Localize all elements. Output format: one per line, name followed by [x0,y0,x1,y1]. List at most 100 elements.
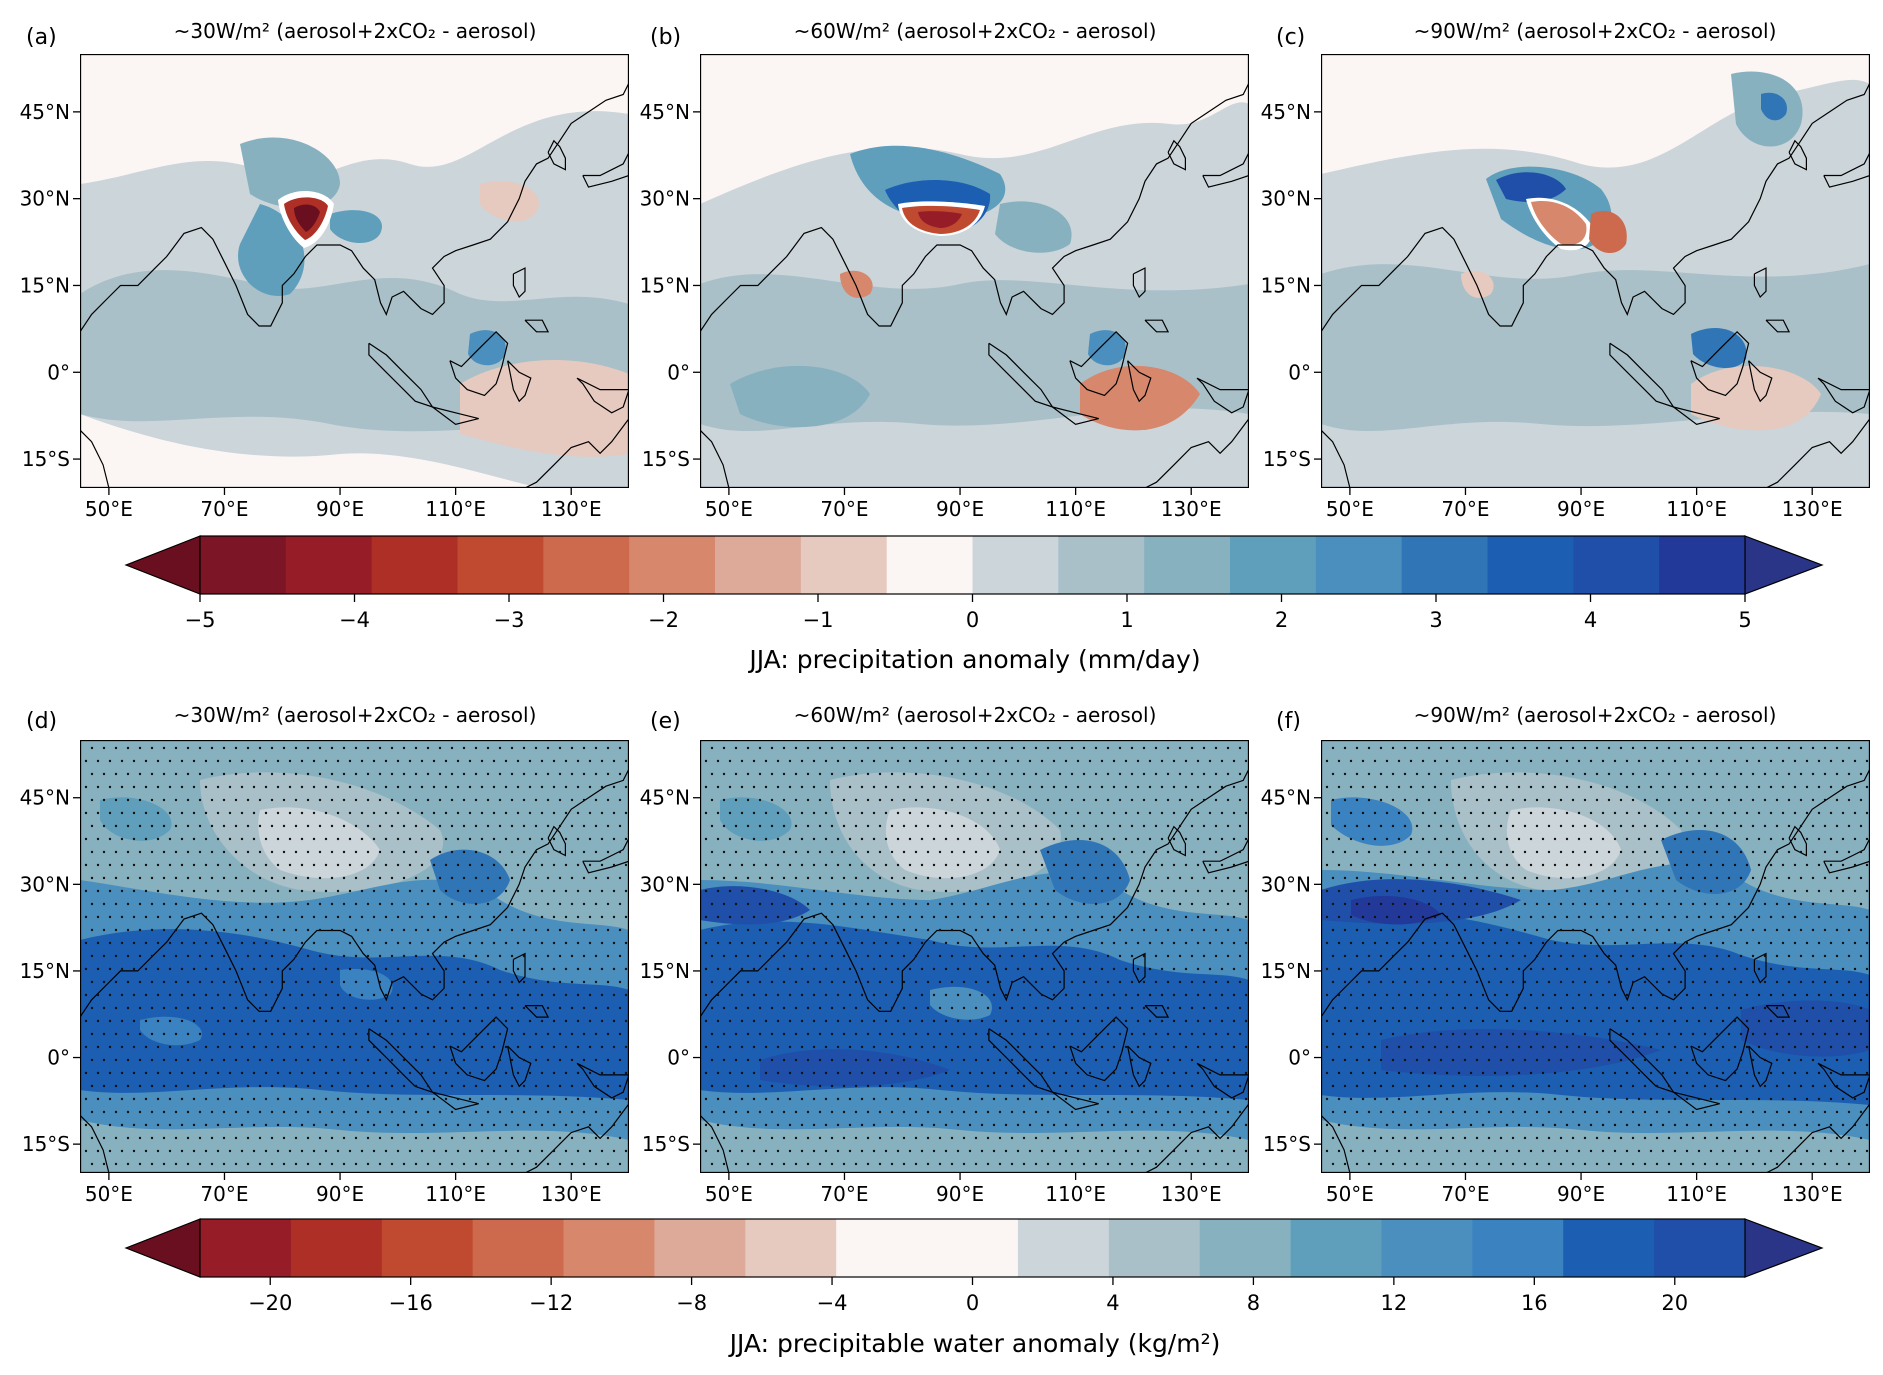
coastline-segment [432,1091,479,1111]
x-tick-label: 110°E [425,1182,486,1206]
colorbar-extend-min [124,1218,201,1278]
y-tick-label: 15°S [1263,1132,1311,1156]
anomaly-blob [1080,365,1200,431]
colorbar-tick-label: −16 [389,1291,433,1315]
y-tick-label: 30°N [640,187,690,211]
panel-title-d: ~30W/m² (aerosol+2xCO₂ - aerosol) [174,703,537,727]
map-frame [700,54,1249,488]
anomaly-blob [840,270,873,298]
y-tick-label: 45°N [1261,786,1311,810]
map-c [1321,54,1870,488]
stipple [84,746,628,1166]
anomaly-blob [140,1016,202,1046]
panel-title-e: ~60W/m² (aerosol+2xCO₂ - aerosol) [794,703,1157,727]
x-tick-label: 50°E [705,497,753,521]
x-tick-label: 50°E [705,1182,753,1206]
coastline-segment [1817,1062,1870,1099]
coastline-segment [512,267,526,299]
x-tick-label: 90°E [1557,1182,1605,1206]
colorbar-cell [1659,536,1746,594]
map-frame [1321,740,1870,1173]
coastline-segment [449,1016,509,1082]
coastline-segment [1609,1028,1675,1094]
x-tick-label: 50°E [1326,1182,1374,1206]
x-tick-label: 70°E [820,1182,868,1206]
y-tick-label: 45°N [640,786,690,810]
colorbar-cell [1144,536,1231,594]
coastline-segment [1753,267,1767,299]
anomaly-feature [1589,210,1627,254]
x-tick-label: 110°E [425,497,486,521]
coastline-segment [507,1045,532,1088]
colorbar-extend-min [124,535,201,595]
anomaly-feature [918,211,962,228]
anomaly-blob [1506,807,1621,879]
coastline-segment [1196,377,1249,414]
coastline-segment [547,825,566,857]
x-tick-label: 50°E [85,497,133,521]
map-d [80,740,629,1173]
coastline-segment [1144,1005,1170,1018]
anomaly-field [700,102,1249,488]
y-tick-label: 15°S [22,447,70,471]
colorbar-cell [1563,1219,1655,1277]
colorbar-tick-label: −5 [185,608,216,632]
anomaly-blob [730,365,870,428]
coastline-segment [1748,1045,1773,1088]
colorbar-tick-label: −1 [803,608,834,632]
axis-ticks: 50°E 70°E 90°E 110°E 130°E 45°N 30°N 15°N 0° 15°S [1261,100,1843,521]
axis-ticks: 50°E 70°E 90°E 110°E 130°E 45°N 30°N 15°N 0° 15°S [640,100,1222,521]
colorbar-tick-label: 12 [1380,1291,1407,1315]
axis-ticks: 50°E 70°E 90°E 110°E 130°E 45°N 30°N 15°N 0° 15°S [640,786,1222,1206]
coastline-segment [1673,406,1720,425]
colorbar-extend-max [1744,1218,1824,1278]
coastline-segment [576,377,629,414]
y-tick-label: 30°N [20,872,70,896]
x-tick-label: 70°E [1441,1182,1489,1206]
coastline-segment [1144,1103,1249,1173]
stipple [704,746,1248,1166]
x-tick-label: 130°E [541,497,602,521]
coastline-segment [1673,1091,1720,1111]
coastline [1321,768,1870,1173]
coastline-segment [1765,319,1791,333]
colorbar-tick-label: 4 [1106,1291,1119,1315]
coastline-segment [80,82,629,333]
anomaly-blob [1040,840,1130,904]
colorbar-cell [1654,1219,1746,1277]
coastline-segment [1609,342,1675,409]
y-tick-label: 15°S [22,1132,70,1156]
y-tick-label: 0° [1288,1046,1311,1070]
colorbar-cell [290,1219,383,1277]
colorbar-cell [654,1219,746,1277]
colorbar-cell [629,536,716,594]
coastline-segment [368,342,434,409]
colorbar-ticks: −5 −4 −3 −2 −1 0 1 2 3 4 5 [185,594,1752,632]
panel-title-a: ~30W/m² (aerosol+2xCO₂ - aerosol) [174,19,537,43]
coastline-segment [1144,418,1249,488]
colorbar-cell [1290,1219,1383,1277]
colorbar-cell [200,536,287,594]
y-tick-label: 15°N [1261,273,1311,297]
colorbar-cell [1199,1219,1292,1277]
coastline-segment [700,82,1249,333]
y-tick-label: 15°N [640,959,690,983]
x-tick-label: 130°E [1782,1182,1843,1206]
y-tick-label: 15°S [642,447,690,471]
anomaly-blob [995,201,1072,253]
map-frame [80,54,629,488]
coastline-segment [512,952,526,984]
coastline-segment [1202,152,1249,188]
x-tick-label: 130°E [1161,497,1222,521]
coastline [1321,82,1870,488]
anomaly-blob [340,969,393,1000]
y-tick-label: 30°N [20,187,70,211]
y-tick-label: 15°N [20,273,70,297]
x-tick-label: 90°E [936,497,984,521]
anomaly-blob [1351,895,1441,925]
colorbar-tick-label: −2 [648,608,679,632]
anomaly-feature [1531,200,1587,246]
coastline-segment [1069,330,1129,397]
coastline-segment [368,1028,434,1094]
